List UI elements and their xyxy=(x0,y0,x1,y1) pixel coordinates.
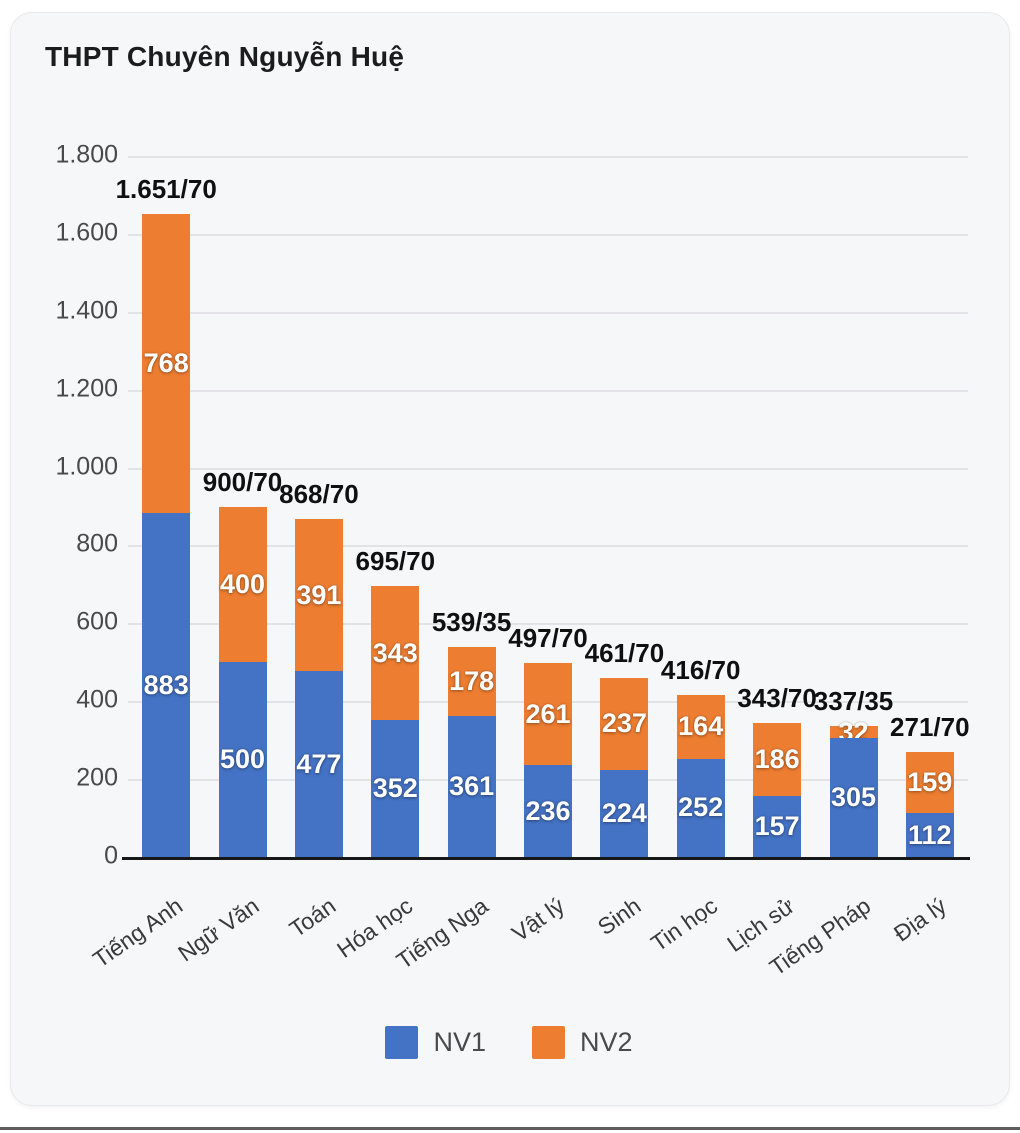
legend-swatch-nv1 xyxy=(385,1026,419,1059)
legend-item-nv2: NV2 xyxy=(532,1026,633,1059)
legend-label: NV2 xyxy=(580,1027,633,1057)
legend-swatch-nv2 xyxy=(532,1026,565,1059)
chart-title: THPT Chuyên Nguyễn Huệ xyxy=(45,41,405,72)
legend-item-nv1: NV1 xyxy=(385,1026,486,1059)
legend-label: NV1 xyxy=(433,1027,486,1057)
bottom-divider-line xyxy=(0,1127,1020,1130)
chart-card: THPT Chuyên Nguyễn Huệ xyxy=(10,12,1010,1106)
chart-legend: NV1 NV2 xyxy=(10,1026,1008,1059)
